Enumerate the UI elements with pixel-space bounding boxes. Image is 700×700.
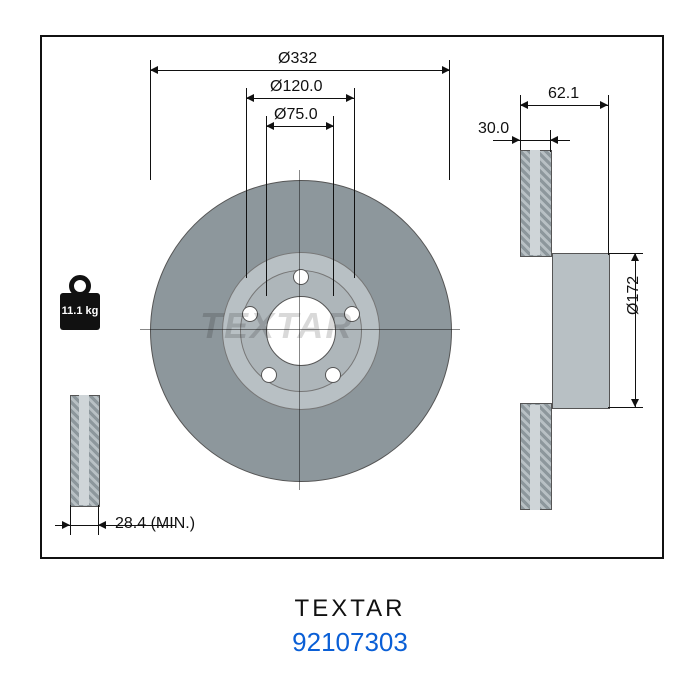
- bolt-hole: [261, 367, 277, 383]
- ext-line: [70, 505, 71, 535]
- label-outer-diameter: Ø332: [278, 50, 317, 68]
- label-hub-diameter: Ø172: [625, 276, 643, 315]
- brand-name: TEXTAR: [0, 595, 700, 623]
- dim-bolt-circle: [246, 98, 354, 99]
- ext-line: [333, 116, 334, 296]
- weight-unit: kg: [86, 305, 99, 317]
- footer: TEXTAR 92107303: [0, 595, 700, 658]
- weight-icon: 11.1 kg: [55, 275, 105, 330]
- ext-line: [608, 95, 609, 255]
- bolt-hole: [242, 306, 258, 322]
- weight-value: 11.1: [62, 305, 83, 317]
- bolt-hole: [293, 269, 309, 285]
- ext-line: [354, 88, 355, 278]
- label-thickness: 30.0: [478, 120, 509, 138]
- centerline-v: [299, 170, 300, 490]
- label-center-bore: Ø75.0: [274, 106, 318, 124]
- ext-line: [246, 88, 247, 278]
- min-thickness-profile: [70, 395, 104, 505]
- part-number-link[interactable]: 92107303: [292, 627, 408, 657]
- ext-line: [608, 407, 643, 408]
- label-min-thickness: 28.4 (MIN.): [115, 515, 195, 533]
- dim-outer-diameter: [150, 70, 450, 71]
- ext-line: [449, 60, 450, 180]
- ext-line: [150, 60, 151, 180]
- label-bolt-circle: Ø120.0: [270, 78, 322, 96]
- side-profile: [520, 150, 610, 510]
- label-overall-width: 62.1: [548, 85, 579, 103]
- dim-thickness: [493, 140, 550, 141]
- bolt-hole: [325, 367, 341, 383]
- centerline-h: [140, 329, 460, 330]
- dim-center-bore: [266, 126, 334, 127]
- ext-line: [98, 505, 99, 535]
- disc-center-bore: [266, 296, 336, 366]
- bolt-hole: [344, 306, 360, 322]
- dim-overall-width: [520, 105, 608, 106]
- ext-line: [266, 116, 267, 296]
